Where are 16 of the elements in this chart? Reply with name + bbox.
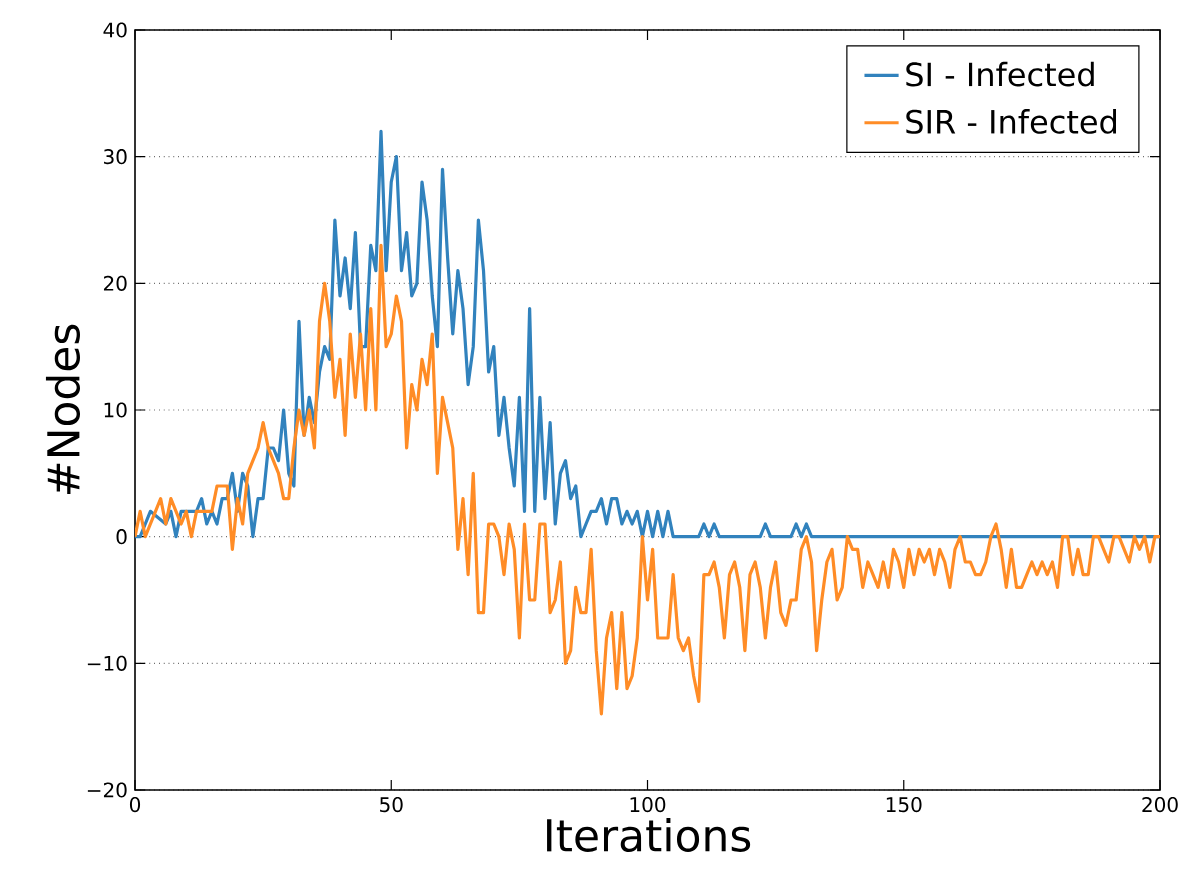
y-tick-label: −20: [87, 782, 127, 798]
x-tick-label: 200: [1142, 797, 1178, 813]
x-tick-label: 150: [886, 797, 922, 813]
x-tick-label: 100: [630, 797, 666, 813]
y-tick-label: 40: [103, 22, 127, 38]
y-tick-label: 20: [103, 275, 127, 291]
y-axis-title: #Nodes: [45, 324, 80, 494]
x-axis-title: Iterations: [547, 817, 751, 852]
x-tick-label: 0: [129, 797, 141, 813]
legend-label: SIR - Infected: [906, 109, 1116, 134]
y-tick-label: −10: [87, 655, 127, 671]
y-tick-label: 10: [104, 402, 127, 418]
x-tick-label: 50: [380, 797, 403, 813]
y-tick-label: 0: [116, 529, 127, 545]
y-tick-label: 30: [104, 149, 127, 165]
legend-label: SI - Infected: [906, 61, 1094, 87]
